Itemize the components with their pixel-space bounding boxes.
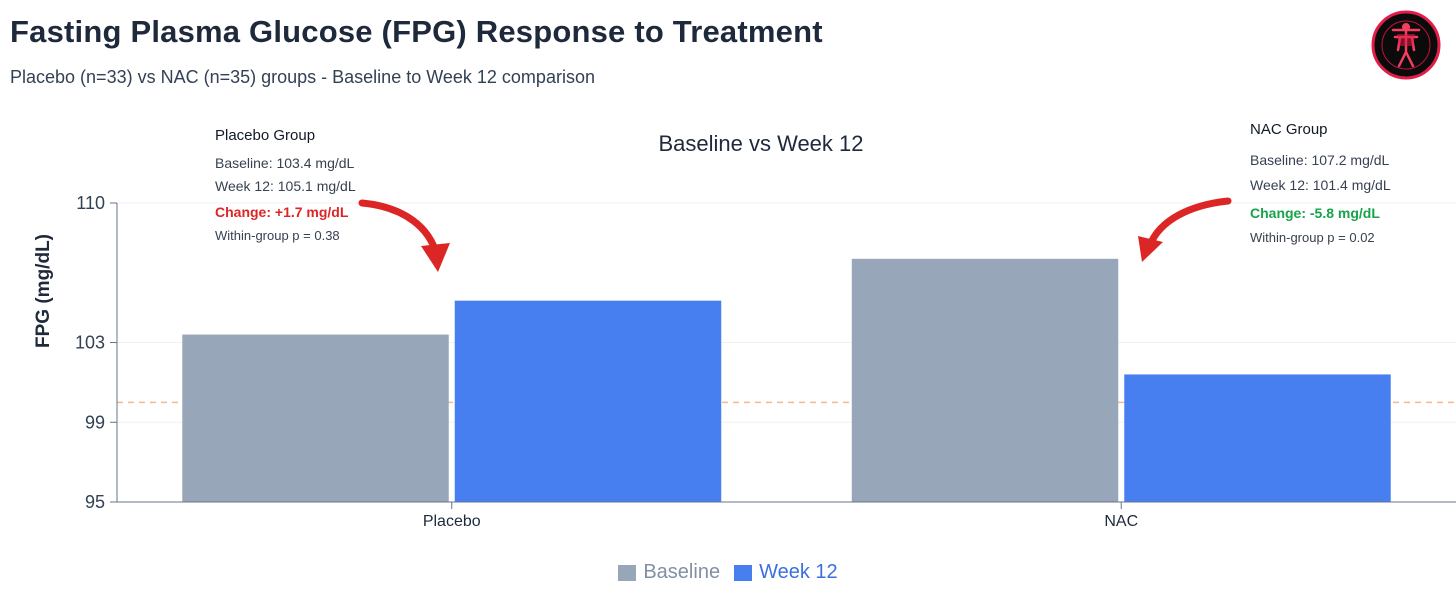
x-tick-label: Placebo <box>423 513 481 530</box>
bar-placebo-baseline[interactable] <box>182 335 448 502</box>
bar-placebo-week12[interactable] <box>455 301 721 502</box>
legend-swatch-baseline <box>618 565 636 581</box>
nac-annotation-baseline: Baseline: 107.2 mg/dL <box>1250 152 1390 168</box>
y-tick-label: 99 <box>85 412 105 432</box>
placebo-annotation: Placebo Group Baseline: 103.4 mg/dL Week… <box>215 127 356 243</box>
legend-label-week12: Week 12 <box>759 561 838 584</box>
legend-item-baseline[interactable]: Baseline <box>618 561 720 584</box>
y-tick-label: 110 <box>76 193 105 213</box>
x-tick-label: NAC <box>1104 513 1138 530</box>
y-tick-label: 103 <box>75 333 105 353</box>
placebo-arrow-icon <box>362 203 450 272</box>
placebo-annotation-week12: Week 12: 105.1 mg/dL <box>215 178 356 194</box>
nac-annotation-week12: Week 12: 101.4 mg/dL <box>1250 177 1391 193</box>
nac-annotation-change: Change: -5.8 mg/dL <box>1250 205 1380 221</box>
nac-arrow-icon <box>1138 201 1228 262</box>
nac-annotation: NAC Group Baseline: 107.2 mg/dL Week 12:… <box>1250 121 1391 245</box>
legend-item-week12[interactable]: Week 12 <box>734 561 838 584</box>
bar-nac-week12[interactable] <box>1124 374 1390 502</box>
chart-title: Baseline vs Week 12 <box>658 131 863 156</box>
legend-swatch-week12 <box>734 565 752 581</box>
placebo-annotation-p-value: Within-group p = 0.38 <box>215 228 340 243</box>
nac-annotation-p-value: Within-group p = 0.02 <box>1250 230 1375 245</box>
bar-nac-baseline[interactable] <box>852 259 1118 502</box>
y-tick-label: 95 <box>85 492 105 512</box>
legend-label-baseline: Baseline <box>643 561 720 584</box>
nac-annotation-title: NAC Group <box>1250 121 1328 138</box>
placebo-annotation-change: Change: +1.7 mg/dL <box>215 204 349 220</box>
placebo-annotation-baseline: Baseline: 103.4 mg/dL <box>215 155 355 171</box>
y-axis-title: FPG (mg/dL) <box>33 234 54 348</box>
chart-legend: Baseline Week 12 <box>0 561 1456 584</box>
placebo-annotation-title: Placebo Group <box>215 127 315 144</box>
